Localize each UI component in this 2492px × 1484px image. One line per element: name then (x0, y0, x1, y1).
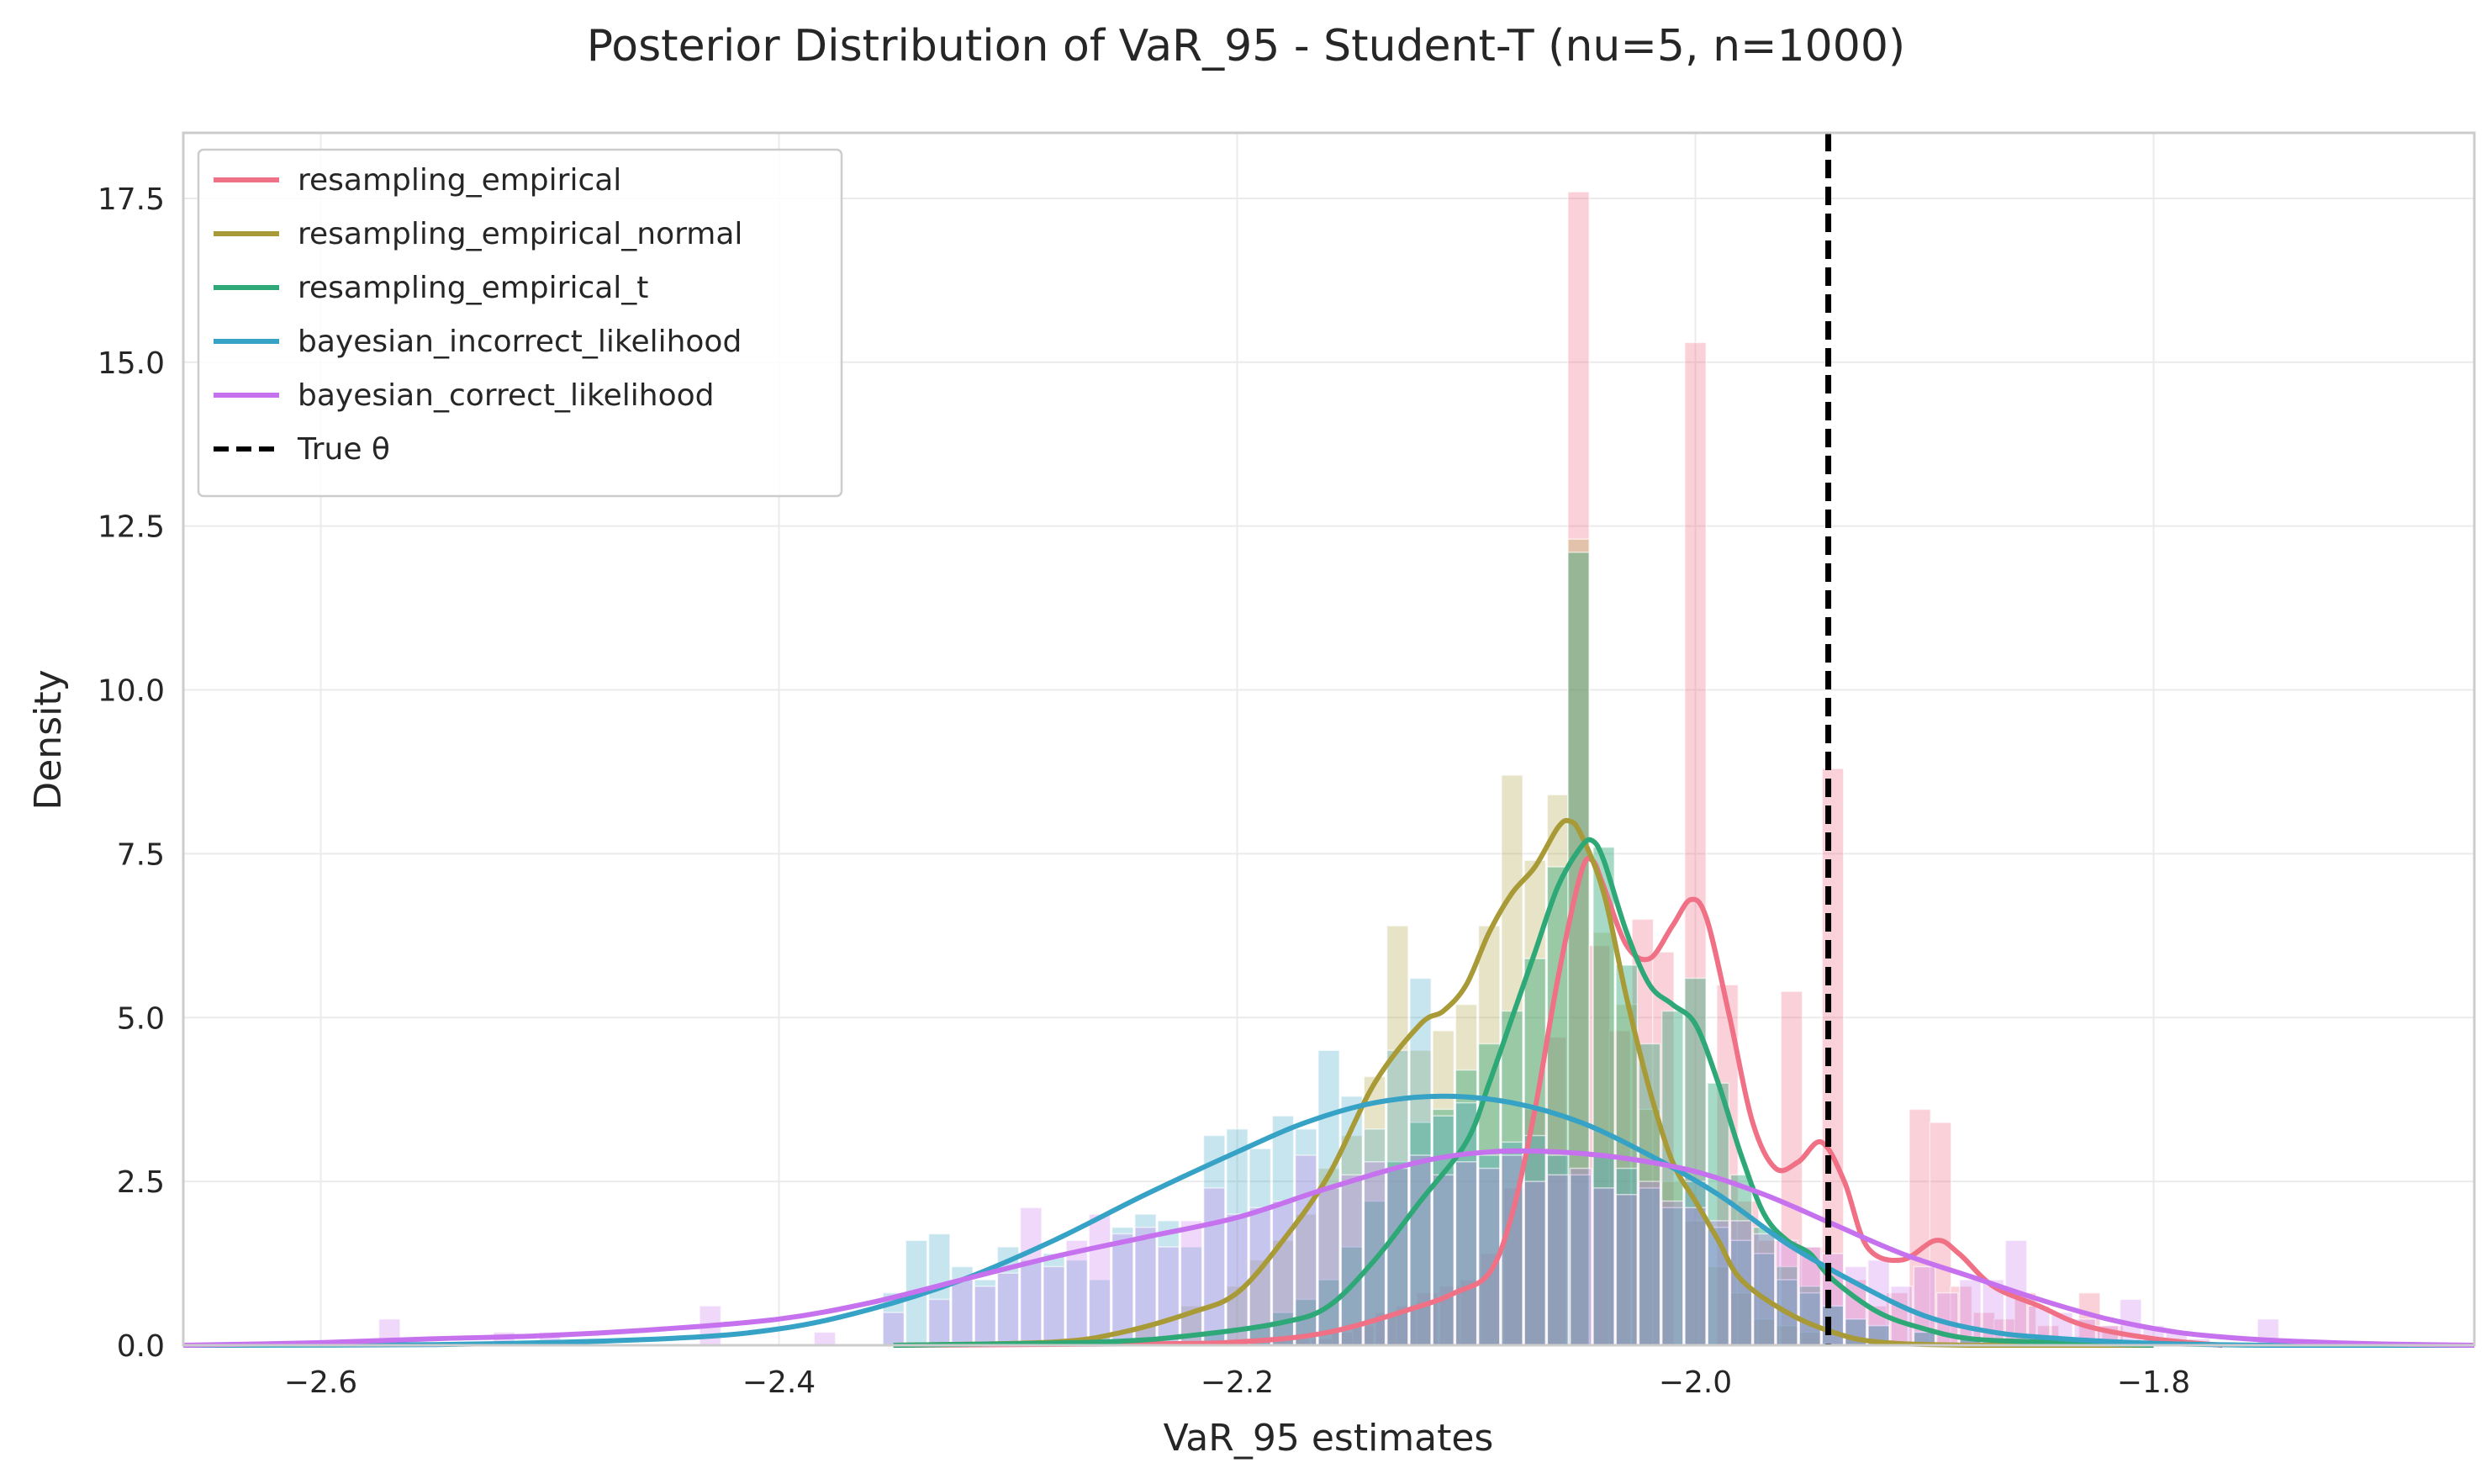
y-tick-label: 12.5 (98, 510, 165, 545)
x-tick-label: −2.4 (742, 1365, 816, 1400)
x-axis-label: VaR_95 estimates (1164, 1417, 1494, 1460)
hist-bar (1707, 1265, 1730, 1346)
hist-bar (1660, 1200, 1684, 1346)
legend-label: resampling_empirical_normal (298, 217, 742, 251)
hist-bar (1271, 1239, 1295, 1346)
hist-bar (1501, 774, 1523, 1346)
x-axis-ticks: −2.6 −2.4 −2.2 −2.0 −1.8 (284, 1365, 2190, 1400)
y-tick-label: 10.0 (98, 674, 165, 709)
x-tick-label: −1.8 (2117, 1365, 2190, 1400)
y-axis-label: Density (27, 669, 70, 810)
hist-bar (1065, 1239, 1089, 1346)
chart-title: Posterior Distribution of VaR_95 - Stude… (587, 21, 1905, 71)
hist-bar (1567, 538, 1590, 1346)
y-axis-ticks: 0.0 2.5 5.0 7.5 10.0 12.5 15.0 17.5 (98, 182, 165, 1364)
hist-bar (1592, 1187, 1615, 1346)
hist-bar (1088, 1213, 1111, 1346)
hist-bar (1111, 1226, 1134, 1346)
hist-bar (882, 1312, 905, 1346)
hist-bar (1707, 1082, 1730, 1346)
hist-bar (996, 1272, 1020, 1346)
hist-bar (1226, 1213, 1249, 1346)
hist-bar (1587, 944, 1611, 1346)
legend-box (197, 148, 843, 498)
x-tick-label: −2.0 (1659, 1365, 1732, 1400)
hist-bar (1798, 1286, 1822, 1346)
kde-bayesian_incorrect_likelihood (182, 1093, 2474, 1348)
hist-bar (1684, 1220, 1707, 1346)
legend-label: resampling_empirical_t (298, 271, 648, 305)
hist-bar (1567, 552, 1590, 1346)
kde-resampling_empirical_normal (893, 817, 2154, 1349)
hist-bar (1019, 1207, 1043, 1346)
hist-resampling_empirical (1267, 191, 2124, 1346)
hist-bar (1615, 1003, 1639, 1346)
kde-resampling_empirical_t (893, 837, 2154, 1348)
legend-label: True θ (297, 432, 390, 467)
y-tick-label: 17.5 (98, 182, 165, 217)
hist-bar (1249, 1148, 1272, 1346)
legend-label: bayesian_incorrect_likelihood (298, 325, 742, 359)
hist-bar (1317, 1187, 1340, 1346)
hist-bar (1546, 1174, 1570, 1346)
y-tick-label: 7.5 (117, 837, 165, 872)
y-tick-label: 2.5 (117, 1165, 165, 1200)
hist-bar (1363, 1075, 1386, 1346)
hist-bar (1157, 1246, 1180, 1346)
x-tick-label: −2.6 (284, 1365, 357, 1400)
hist-bar (1707, 1226, 1730, 1346)
hist-bar (951, 1279, 974, 1346)
hist-bar (1638, 1180, 1661, 1346)
y-tick-label: 5.0 (117, 1001, 165, 1036)
hist-bar (1180, 1220, 1203, 1346)
hist-bar (813, 1331, 837, 1346)
hist-bar (1752, 1233, 1776, 1346)
hist-bar (1202, 1187, 1226, 1346)
hist-bar (1867, 1259, 1890, 1346)
y-tick-label: 0.0 (117, 1329, 165, 1364)
hist-bar (1409, 1154, 1432, 1346)
x-tick-label: −2.2 (1201, 1365, 1274, 1400)
kde-bayesian_correct_likelihood (182, 1148, 2475, 1348)
hist-bar (1716, 984, 1740, 1346)
legend: resampling_empirical resampling_empirical… (197, 148, 843, 498)
hist-bar (1111, 1233, 1134, 1346)
hist-bar (927, 1298, 951, 1346)
hist-bar (1386, 1167, 1409, 1346)
hist-bar (1340, 1174, 1364, 1346)
hist-bar (1432, 1174, 1455, 1346)
hist-bar (974, 1286, 997, 1346)
kde-resampling_empirical (893, 855, 2223, 1348)
hist-bar (1684, 1207, 1707, 1346)
hist-bar (1523, 1180, 1547, 1346)
hist-bar (1569, 1167, 1592, 1346)
hist-bar (1736, 1200, 1760, 1346)
hist-bar (1776, 1239, 1798, 1346)
hist-bar (1615, 1193, 1639, 1346)
hist-bar (1455, 1161, 1478, 1346)
hist-bar (1544, 1036, 1567, 1346)
hist-bar (1890, 1286, 1914, 1346)
hist-bar (1638, 1108, 1661, 1346)
y-tick-label: 15.0 (98, 346, 165, 381)
hist-bar (1043, 1265, 1065, 1346)
hist-bar (1523, 1134, 1547, 1346)
hist-bar (1631, 918, 1655, 1346)
plot-frame (182, 131, 2476, 1347)
hist-bar (1546, 1154, 1570, 1346)
hist-bar (1660, 1180, 1684, 1346)
kde-layer (182, 817, 2475, 1349)
legend-label: bayesian_correct_likelihood (298, 378, 715, 413)
hist-bar (1959, 1279, 1982, 1346)
legend-label: resampling_empirical (298, 163, 621, 198)
